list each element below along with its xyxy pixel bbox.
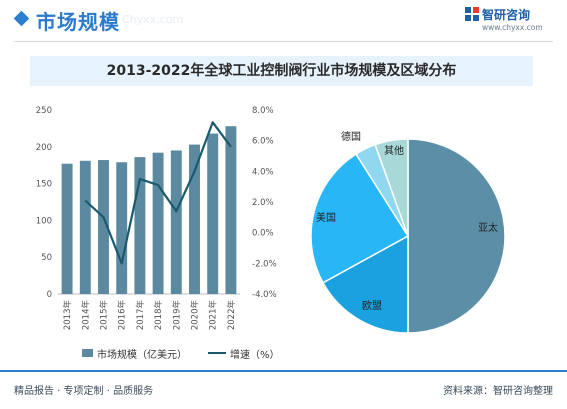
header-bar: 市场规模 Chyxx.com 智研咨询 www.chyxx.com [0,0,567,40]
left-axis-tick-label: 100 [36,216,52,226]
x-axis-tick-label: 2017年 [135,300,146,331]
bar [79,160,91,294]
pie-slice [321,234,409,334]
x-axis-tick-label: 2015年 [99,300,110,331]
section-title: 市场规模 [36,10,120,34]
pie-slice-label: 其他 [384,144,404,157]
bar [170,150,182,294]
legend-bar-label: 市场规模（亿美元） [97,350,187,361]
right-axis-tick-label: 8.0% [252,106,274,116]
pie-slice [407,138,506,334]
x-axis-tick-label: 2018年 [153,300,164,331]
x-axis-tick-label: 2021年 [208,300,219,331]
right-axis-tick-label: 4.0% [252,167,274,177]
footer-divider [0,370,567,372]
pie-slice-label: 亚太 [478,221,498,234]
right-axis-tick-label: -4.0% [252,290,277,300]
footer-source: 资料来源：智研咨询整理 [443,386,553,397]
pie-slice [310,153,410,284]
right-axis-tick-label: -2.0% [252,259,277,269]
right-axis-tick-label: 6.0% [252,137,274,147]
growth-line [84,121,232,265]
x-axis-tick-label: 2013年 [62,300,73,331]
bar [61,163,73,294]
header-divider [14,41,553,42]
bar [152,152,164,294]
x-axis-tick-label: 2019年 [171,300,182,331]
legend-bar-swatch [82,349,93,357]
right-axis-tick-label: 0.0% [252,229,274,239]
pie-slice-label: 美国 [316,211,336,224]
chart-title: 2013-2022年全球工业控制阀行业市场规模及区域分布 [106,63,457,79]
bar [189,144,200,294]
x-axis-tick-label: 2022年 [226,300,237,331]
watermark: Chyxx.com [122,13,184,26]
left-axis-tick-label: 0 [47,290,52,300]
x-axis-tick-label: 2014年 [80,300,91,331]
left-axis-tick-label: 200 [36,143,52,153]
footer-slogan: 精品报告 · 专项定制 · 品质服务 [14,386,154,397]
pie-slice-label: 德国 [341,130,361,143]
right-axis-tick-label: 2.0% [252,198,274,208]
legend-line-swatch [208,352,226,354]
chart-title-band: 2013-2022年全球工业控制阀行业市场规模及区域分布 [30,56,533,86]
bar [207,133,219,294]
bar [116,162,128,294]
pie-slice-label: 欧盟 [362,300,382,312]
bar [134,157,146,294]
left-axis-tick-label: 50 [41,253,52,263]
x-axis-tick-label: 2020年 [190,300,201,331]
bar [225,126,237,294]
left-axis-tick-label: 150 [36,180,52,190]
logo-name: 智研咨询 [482,8,531,22]
logo-url: www.chyxx.com [482,23,543,32]
brand-logo[interactable]: 智研咨询 www.chyxx.com [465,6,545,36]
pie-slice [374,138,409,237]
bar [98,160,109,294]
legend-line-label: 增速（%） [230,350,280,361]
x-axis-tick-label: 2016年 [117,300,128,331]
left-axis-tick-label: 250 [36,106,52,116]
logo-mark-icon [465,7,479,21]
